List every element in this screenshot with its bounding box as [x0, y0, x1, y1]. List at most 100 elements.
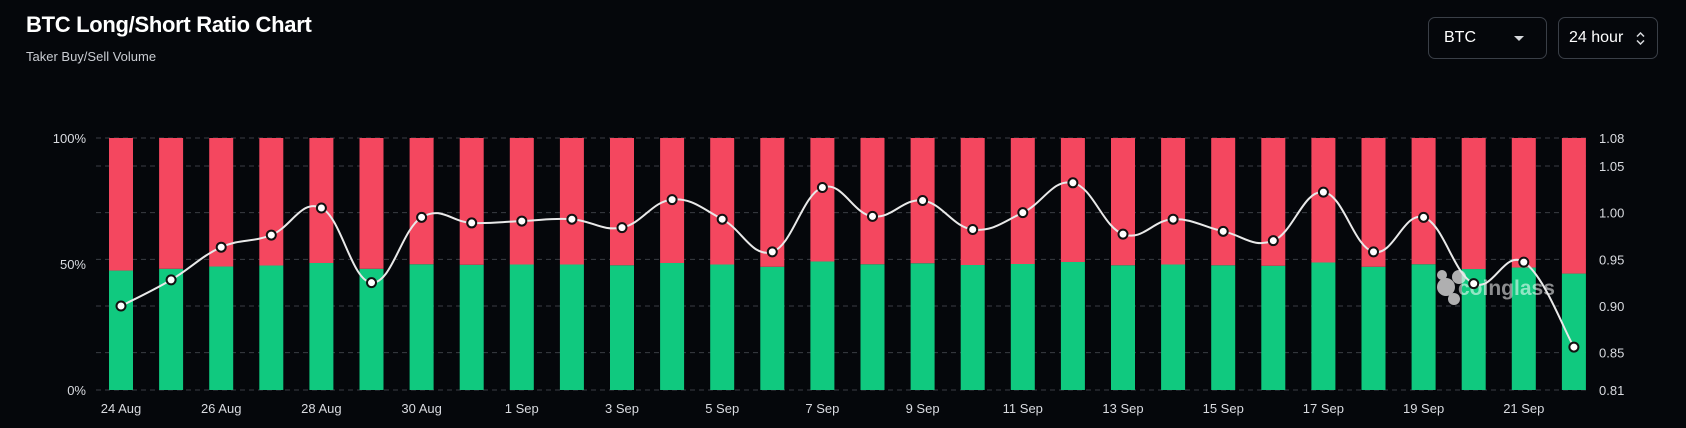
- buy-bar: [960, 265, 985, 390]
- period-select[interactable]: 24 hour: [1558, 17, 1658, 59]
- buy-bar: [1010, 264, 1035, 390]
- sell-bar: [1511, 138, 1536, 268]
- x-tick-label: 13 Sep: [1102, 401, 1143, 416]
- ratio-point: [1067, 177, 1079, 189]
- sell-bar: [860, 138, 885, 265]
- buy-bar: [1261, 265, 1286, 390]
- sell-bar: [459, 138, 484, 265]
- sell-bar: [710, 138, 735, 265]
- y-right-tick-label: 1.05: [1599, 159, 1624, 174]
- sell-bar: [409, 138, 434, 265]
- ratio-point: [1167, 213, 1179, 225]
- ratio-point: [215, 241, 227, 253]
- chart-subtitle: Taker Buy/Sell Volume: [26, 49, 157, 64]
- x-tick-label: 28 Aug: [301, 401, 342, 416]
- sell-bar: [1261, 138, 1286, 266]
- ratio-point: [1568, 341, 1580, 353]
- coinglass-logo-icon: [1437, 270, 1447, 280]
- ratio-point: [867, 210, 878, 222]
- y-right-tick-label: 0.90: [1599, 299, 1624, 314]
- buy-bar: [1211, 265, 1236, 390]
- buy-bar: [810, 261, 835, 390]
- y-right-tick-label: 0.81: [1599, 383, 1624, 398]
- ratio-point: [566, 213, 578, 225]
- buy-bar: [1060, 261, 1085, 390]
- buy-bar: [1461, 269, 1486, 390]
- sell-bar: [309, 138, 334, 263]
- buy-bar: [159, 268, 184, 390]
- ratio-point: [416, 211, 428, 223]
- sell-bar: [159, 138, 184, 269]
- chevron-down-icon: [1514, 35, 1524, 41]
- sell-bar: [359, 138, 384, 269]
- ratio-point: [366, 277, 377, 289]
- buy-bar: [1311, 262, 1336, 390]
- coin-select[interactable]: BTC: [1428, 17, 1547, 59]
- period-select-value: 24 hour: [1569, 29, 1624, 46]
- sell-bar: [610, 138, 634, 266]
- x-tick-label: 15 Sep: [1203, 401, 1244, 416]
- y-left-tick-label: 50%: [60, 257, 86, 272]
- x-tick-label: 24 Aug: [101, 401, 142, 416]
- buy-bar: [1411, 264, 1436, 390]
- buy-bar: [509, 264, 534, 390]
- sell-bar: [509, 138, 534, 265]
- sell-bar: [259, 138, 284, 266]
- ratio-point: [666, 194, 678, 206]
- x-tick-label: 30 Aug: [401, 401, 442, 416]
- sell-bar: [1211, 138, 1236, 266]
- ratio-point: [1468, 278, 1480, 290]
- sell-bar: [1361, 138, 1386, 267]
- buy-bar: [359, 268, 384, 390]
- ratio-point: [1217, 225, 1229, 237]
- x-tick-label: 9 Sep: [906, 401, 940, 416]
- buy-bar: [409, 264, 434, 390]
- ratio-point: [1368, 246, 1379, 258]
- buy-bar: [259, 265, 284, 390]
- y-right-tick-label: 0.95: [1599, 252, 1624, 267]
- ratio-point: [1267, 235, 1279, 247]
- x-tick-label: 3 Sep: [605, 401, 639, 416]
- sell-bar: [1161, 138, 1186, 265]
- x-tick-label: 1 Sep: [505, 401, 539, 416]
- sell-bar: [1060, 138, 1085, 262]
- coinglass-logo-icon: [1448, 293, 1460, 305]
- x-tick-label: 7 Sep: [805, 401, 839, 416]
- sell-bar: [559, 138, 584, 265]
- buy-bar: [660, 262, 685, 390]
- ratio-point: [917, 195, 929, 207]
- y-right-tick-label: 1.00: [1599, 206, 1624, 221]
- buy-bar: [710, 264, 735, 390]
- up-down-arrows-icon: [1636, 31, 1645, 45]
- x-tick-label: 17 Sep: [1303, 401, 1344, 416]
- coinglass-watermark: coinglass: [1437, 270, 1555, 305]
- x-tick-label: 5 Sep: [705, 401, 739, 416]
- buy-bar: [309, 262, 334, 390]
- buy-bar: [860, 264, 885, 390]
- watermark-text: coinglass: [1458, 277, 1555, 300]
- buy-bar: [559, 264, 584, 390]
- x-tick-label: 26 Aug: [201, 401, 242, 416]
- buy-bar: [1511, 267, 1536, 390]
- buy-bar: [910, 263, 935, 390]
- ratio-point: [1017, 207, 1029, 219]
- y-left-tick-label: 100%: [53, 131, 87, 146]
- sell-bar: [810, 138, 835, 262]
- sell-bar: [1561, 138, 1586, 274]
- buy-bar: [1111, 265, 1135, 390]
- ratio-point: [315, 202, 327, 214]
- ratio-point: [1518, 256, 1530, 268]
- buy-bar: [209, 266, 234, 390]
- ratio-point: [1317, 186, 1329, 198]
- sell-bar: [960, 138, 985, 266]
- ratio-point: [265, 229, 277, 241]
- ratio-point: [1117, 228, 1129, 240]
- buy-bar: [1161, 264, 1186, 390]
- y-left-tick-label: 0%: [67, 383, 86, 398]
- y-right-tick-label: 0.85: [1599, 346, 1624, 361]
- sell-bar: [1411, 138, 1436, 265]
- ratio-point: [616, 222, 628, 234]
- ratio-point: [967, 223, 979, 235]
- coin-select-value: BTC: [1444, 29, 1476, 46]
- buy-bar: [610, 265, 634, 390]
